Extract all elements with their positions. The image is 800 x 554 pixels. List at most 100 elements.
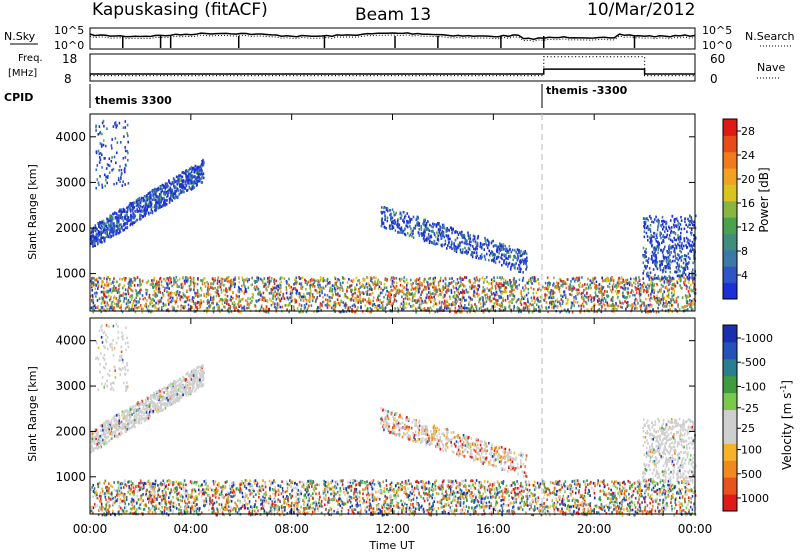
range-gate-cell <box>395 284 398 288</box>
range-gate-cell <box>97 230 100 233</box>
range-gate-cell <box>100 237 102 240</box>
range-gate-cell <box>435 285 437 288</box>
range-gate-cell <box>127 286 130 289</box>
range-gate-cell <box>402 219 404 222</box>
range-gate-cell <box>418 300 421 303</box>
range-gate-cell <box>396 223 398 227</box>
range-gate-cell <box>690 299 693 303</box>
range-gate-cell <box>438 221 440 225</box>
range-gate-cell <box>131 202 134 205</box>
range-gate-cell <box>168 295 171 299</box>
range-gate-cell <box>202 159 205 163</box>
range-gate-cell <box>113 222 115 225</box>
range-gate-cell <box>417 216 419 219</box>
range-gate-cell <box>113 306 115 309</box>
range-gate-cell <box>193 288 195 292</box>
range-gate-cell <box>167 277 169 280</box>
range-gate-cell <box>609 304 611 308</box>
range-gate-cell <box>107 304 109 307</box>
range-gate-cell <box>417 288 420 292</box>
range-gate-cell <box>98 233 101 236</box>
range-gate-cell <box>476 243 479 247</box>
range-gate-cell <box>400 214 403 217</box>
range-gate-cell <box>371 291 374 295</box>
range-gate-cell <box>582 296 584 300</box>
range-gate-cell <box>210 296 212 299</box>
range-gate-cell <box>473 251 475 254</box>
range-gate-cell <box>162 295 164 298</box>
range-gate-cell <box>260 305 263 309</box>
range-gate-cell <box>247 297 249 300</box>
range-gate-cell <box>504 299 507 302</box>
range-gate-cell <box>512 255 515 258</box>
range-gate-cell <box>513 295 516 298</box>
range-gate-cell <box>522 276 525 280</box>
range-gate-cell <box>289 303 291 307</box>
range-gate-cell <box>153 299 155 303</box>
range-gate-cell <box>630 304 632 307</box>
range-gate-cell <box>437 238 439 241</box>
range-gate-cell <box>130 298 133 301</box>
range-gate-cell <box>522 271 524 274</box>
range-gate-cell <box>493 279 496 283</box>
range-gate-cell <box>599 288 602 291</box>
range-gate-cell <box>523 252 525 255</box>
range-gate-cell <box>358 287 360 291</box>
range-gate-cell <box>196 306 198 309</box>
range-gate-cell <box>432 222 434 226</box>
range-gate-cell <box>229 305 232 308</box>
range-gate-cell <box>120 304 123 307</box>
range-gate-cell <box>653 291 655 295</box>
range-gate-cell <box>334 282 336 286</box>
range-gate-cell <box>139 289 141 293</box>
range-gate-cell <box>146 308 149 311</box>
range-gate-cell <box>264 299 267 302</box>
range-gate-cell <box>144 214 146 217</box>
range-gate-cell <box>418 277 421 280</box>
range-gate-cell <box>177 305 179 308</box>
range-gate-cell <box>685 223 687 227</box>
range-gate-cell <box>261 304 263 307</box>
range-gate-cell <box>210 282 212 285</box>
range-gate-cell <box>459 277 462 280</box>
range-gate-cell <box>159 199 161 202</box>
range-gate-cell <box>382 222 385 225</box>
range-gate-cell <box>559 304 562 308</box>
range-gate-cell <box>216 303 218 306</box>
range-gate-cell <box>654 277 656 280</box>
range-gate-cell <box>178 177 181 180</box>
range-gate-cell <box>270 287 273 291</box>
range-gate-cell <box>461 240 463 244</box>
range-gate-cell <box>589 294 592 297</box>
range-gate-cell <box>234 282 236 286</box>
range-gate-cell <box>226 308 229 312</box>
range-gate-cell <box>136 218 138 222</box>
range-gate-cell <box>244 279 246 282</box>
range-gate-cell <box>650 291 653 295</box>
range-gate-cell <box>109 225 112 228</box>
range-gate-cell <box>448 277 451 281</box>
range-gate-cell <box>181 286 184 290</box>
range-gate-cell <box>455 250 458 253</box>
station-title: Kapuskasing (fitACF) <box>92 0 268 20</box>
range-gate-cell <box>672 245 674 249</box>
range-gate-cell <box>147 197 149 201</box>
range-gate-cell <box>319 279 322 282</box>
range-gate-cell <box>475 276 478 279</box>
range-gate-cell <box>486 307 489 311</box>
range-gate-cell <box>270 303 273 307</box>
range-gate-cell <box>501 253 503 256</box>
range-gate-cell <box>123 228 126 232</box>
range-gate-cell <box>467 307 470 310</box>
range-gate-cell <box>643 221 646 224</box>
range-gate-cell <box>173 196 175 199</box>
range-gate-cell <box>521 297 523 301</box>
range-gate-cell <box>134 279 136 282</box>
range-gate-cell <box>216 286 219 289</box>
range-gate-cell <box>140 307 143 310</box>
range-gate-cell <box>128 281 131 284</box>
range-gate-cell <box>145 281 148 284</box>
range-gate-cell <box>583 289 585 292</box>
range-gate-cell <box>142 215 144 218</box>
range-gate-cell <box>426 236 428 240</box>
